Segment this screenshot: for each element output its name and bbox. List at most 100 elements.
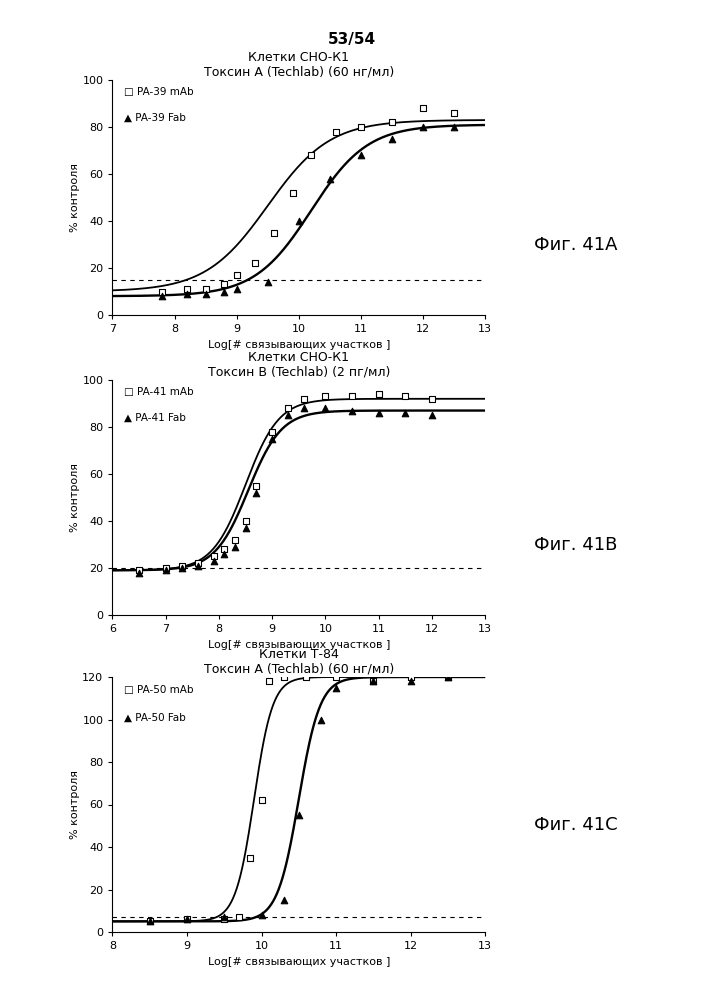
Point	[347, 388, 358, 404]
Text: □ PA-41 mAb: □ PA-41 mAb	[124, 387, 193, 397]
Point	[320, 388, 331, 404]
Point	[245, 850, 256, 866]
Point	[250, 255, 261, 271]
Text: □ PA-39 mAb: □ PA-39 mAb	[124, 87, 193, 97]
Point	[160, 560, 172, 576]
Y-axis label: % контроля: % контроля	[70, 770, 79, 839]
Point	[134, 562, 145, 578]
Point	[240, 520, 251, 536]
Point	[293, 807, 304, 823]
Point	[262, 274, 273, 290]
Point	[287, 185, 298, 201]
Point	[418, 100, 429, 116]
Point	[219, 911, 230, 927]
X-axis label: Log[# связывающих участков ]: Log[# связывающих участков ]	[207, 340, 390, 350]
Point	[231, 267, 243, 283]
Point	[373, 386, 385, 402]
Text: □ PA-50 mAb: □ PA-50 mAb	[124, 685, 193, 695]
Point	[283, 407, 294, 423]
Point	[231, 281, 243, 297]
Point	[134, 565, 145, 581]
Point	[283, 400, 294, 416]
Point	[181, 286, 193, 302]
Point	[181, 911, 193, 927]
Point	[299, 400, 310, 416]
Point	[301, 669, 312, 685]
Point	[316, 712, 327, 728]
Point	[355, 147, 366, 163]
Title: Клетки СНО-К1
Токсин B (Techlab) (2 пг/мл): Клетки СНО-К1 Токсин B (Techlab) (2 пг/м…	[207, 351, 390, 379]
Point	[426, 407, 437, 423]
Point	[373, 405, 385, 421]
Point	[157, 288, 168, 304]
Point	[256, 907, 267, 923]
Point	[219, 276, 230, 292]
Point	[449, 119, 460, 135]
Text: Фиг. 41С: Фиг. 41С	[534, 816, 618, 834]
Text: Фиг. 41B: Фиг. 41B	[534, 536, 618, 554]
Point	[479, 665, 491, 681]
Point	[278, 892, 290, 908]
Point	[200, 281, 212, 297]
Point	[266, 431, 278, 447]
Point	[250, 478, 262, 494]
Point	[479, 665, 491, 681]
Point	[192, 558, 203, 574]
Point	[368, 673, 379, 689]
Point	[368, 673, 379, 689]
Text: ▲ PA-41 Fab: ▲ PA-41 Fab	[124, 413, 186, 423]
Point	[219, 284, 230, 300]
Y-axis label: % контроля: % контроля	[70, 163, 79, 232]
Point	[387, 131, 398, 147]
Point	[405, 669, 416, 685]
Point	[330, 680, 342, 696]
Point	[306, 147, 317, 163]
Point	[278, 669, 290, 685]
Point	[219, 541, 230, 557]
Point	[200, 286, 212, 302]
Point	[208, 548, 219, 564]
Text: ▲ PA-39 Fab: ▲ PA-39 Fab	[124, 113, 186, 123]
Point	[181, 281, 193, 297]
Point	[266, 424, 278, 440]
Point	[219, 909, 230, 925]
Point	[324, 171, 335, 187]
Text: Фиг. 41А: Фиг. 41А	[534, 236, 618, 254]
Text: ▲ PA-50 Fab: ▲ PA-50 Fab	[124, 713, 186, 723]
Point	[176, 560, 187, 576]
Point	[264, 673, 275, 689]
Point	[399, 388, 411, 404]
Point	[229, 532, 240, 548]
Y-axis label: % контроля: % контроля	[70, 463, 79, 532]
Point	[330, 669, 342, 685]
Point	[256, 792, 267, 808]
Point	[192, 555, 203, 571]
Point	[293, 213, 304, 229]
Point	[208, 553, 219, 569]
Point	[418, 119, 429, 135]
Point	[347, 403, 358, 419]
Point	[157, 284, 168, 300]
Point	[387, 114, 398, 130]
Title: Клетки СНО-К1
Токсин А (Techlab) (60 нг/мл): Клетки СНО-К1 Токсин А (Techlab) (60 нг/…	[204, 51, 394, 79]
Point	[269, 225, 280, 241]
Point	[442, 669, 453, 685]
Point	[299, 391, 310, 407]
Point	[426, 391, 437, 407]
Point	[219, 546, 230, 562]
Point	[144, 913, 155, 929]
Point	[250, 485, 262, 501]
Point	[176, 558, 187, 574]
Point	[233, 909, 245, 925]
Text: 53/54: 53/54	[328, 32, 375, 47]
Point	[330, 124, 342, 140]
Point	[449, 105, 460, 121]
X-axis label: Log[# связывающих участков ]: Log[# связывающих участков ]	[207, 957, 390, 967]
Point	[320, 400, 331, 416]
Point	[229, 539, 240, 555]
Point	[442, 669, 453, 685]
X-axis label: Log[# связывающих участков ]: Log[# связывающих участков ]	[207, 640, 390, 650]
Point	[405, 673, 416, 689]
Point	[355, 119, 366, 135]
Point	[160, 562, 172, 578]
